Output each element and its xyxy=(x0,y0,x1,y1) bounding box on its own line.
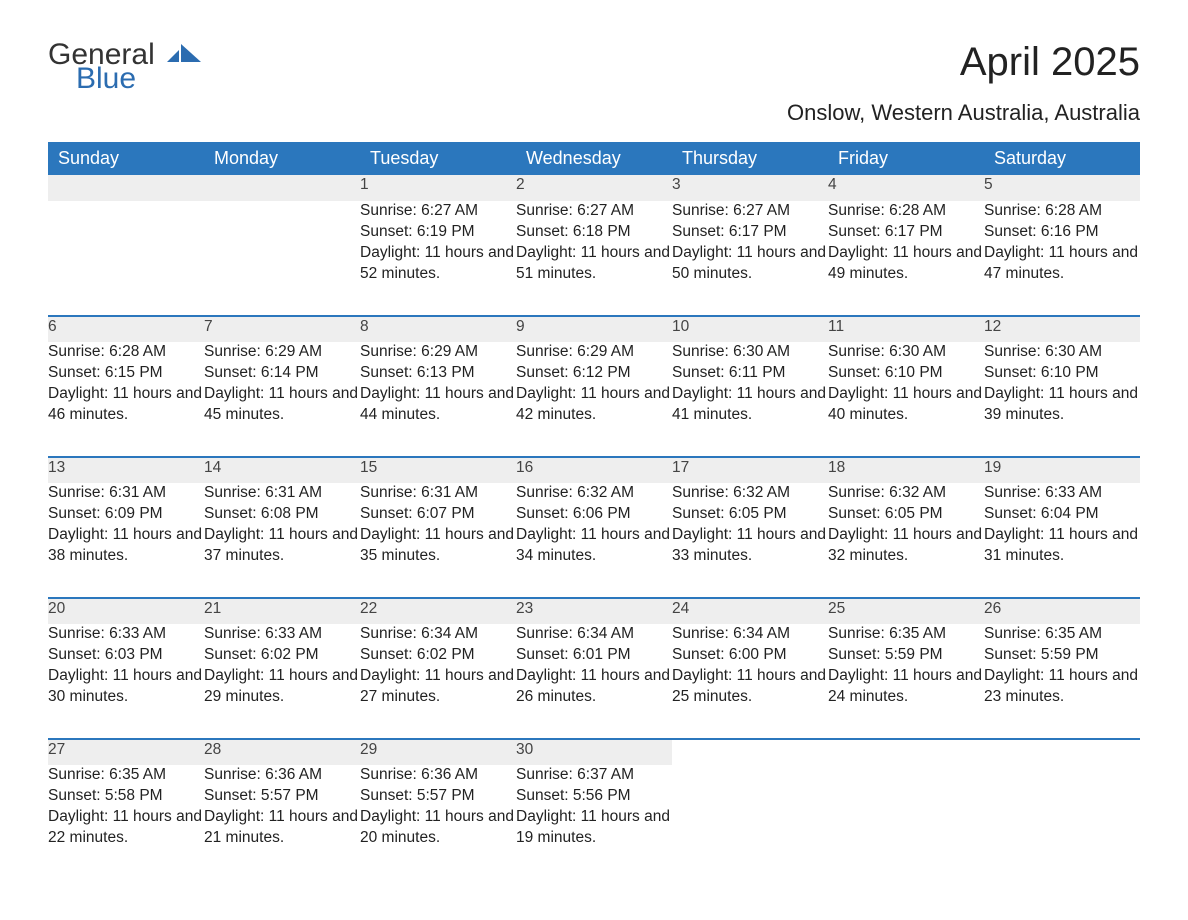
page-header: General Blue April 2025 xyxy=(48,40,1140,94)
day-detail-cell: Sunrise: 6:33 AMSunset: 6:02 PMDaylight:… xyxy=(204,624,360,739)
day-detail-cell xyxy=(672,765,828,880)
day-detail-cell: Sunrise: 6:30 AMSunset: 6:11 PMDaylight:… xyxy=(672,342,828,457)
day-number-row: 27282930 xyxy=(48,739,1140,765)
day-detail-cell: Sunrise: 6:31 AMSunset: 6:09 PMDaylight:… xyxy=(48,483,204,598)
day-number-cell: 4 xyxy=(828,175,984,201)
day-number-cell: 17 xyxy=(672,457,828,483)
day-number-cell: 6 xyxy=(48,316,204,342)
day-number-row: 6789101112 xyxy=(48,316,1140,342)
day-number-cell: 11 xyxy=(828,316,984,342)
day-detail-cell: Sunrise: 6:29 AMSunset: 6:13 PMDaylight:… xyxy=(360,342,516,457)
day-number-cell: 7 xyxy=(204,316,360,342)
day-number-cell: 23 xyxy=(516,598,672,624)
day-detail-cell xyxy=(204,201,360,316)
day-number-cell: 12 xyxy=(984,316,1140,342)
column-header: Sunday xyxy=(48,142,204,175)
day-detail-row: Sunrise: 6:33 AMSunset: 6:03 PMDaylight:… xyxy=(48,624,1140,739)
day-number-cell: 20 xyxy=(48,598,204,624)
day-detail-cell: Sunrise: 6:28 AMSunset: 6:17 PMDaylight:… xyxy=(828,201,984,316)
day-detail-cell: Sunrise: 6:35 AMSunset: 5:59 PMDaylight:… xyxy=(828,624,984,739)
day-detail-cell: Sunrise: 6:31 AMSunset: 6:08 PMDaylight:… xyxy=(204,483,360,598)
day-detail-row: Sunrise: 6:28 AMSunset: 6:15 PMDaylight:… xyxy=(48,342,1140,457)
day-detail-cell: Sunrise: 6:36 AMSunset: 5:57 PMDaylight:… xyxy=(204,765,360,880)
day-number-cell: 27 xyxy=(48,739,204,765)
location-subtitle: Onslow, Western Australia, Australia xyxy=(48,100,1140,126)
day-detail-cell: Sunrise: 6:30 AMSunset: 6:10 PMDaylight:… xyxy=(984,342,1140,457)
column-header: Friday xyxy=(828,142,984,175)
calendar-table: SundayMondayTuesdayWednesdayThursdayFrid… xyxy=(48,142,1140,880)
day-detail-cell: Sunrise: 6:27 AMSunset: 6:17 PMDaylight:… xyxy=(672,201,828,316)
day-detail-cell: Sunrise: 6:32 AMSunset: 6:05 PMDaylight:… xyxy=(828,483,984,598)
day-number-row: 12345 xyxy=(48,175,1140,201)
day-number-cell xyxy=(828,739,984,765)
day-detail-cell xyxy=(48,201,204,316)
day-number-cell: 10 xyxy=(672,316,828,342)
day-number-cell: 22 xyxy=(360,598,516,624)
day-number-cell: 25 xyxy=(828,598,984,624)
day-number-cell: 13 xyxy=(48,457,204,483)
day-detail-row: Sunrise: 6:27 AMSunset: 6:19 PMDaylight:… xyxy=(48,201,1140,316)
day-number-cell: 2 xyxy=(516,175,672,201)
day-detail-cell: Sunrise: 6:36 AMSunset: 5:57 PMDaylight:… xyxy=(360,765,516,880)
day-detail-cell: Sunrise: 6:37 AMSunset: 5:56 PMDaylight:… xyxy=(516,765,672,880)
day-detail-cell: Sunrise: 6:31 AMSunset: 6:07 PMDaylight:… xyxy=(360,483,516,598)
day-detail-cell: Sunrise: 6:34 AMSunset: 6:00 PMDaylight:… xyxy=(672,624,828,739)
day-detail-cell xyxy=(984,765,1140,880)
day-number-cell: 15 xyxy=(360,457,516,483)
page-title: April 2025 xyxy=(960,40,1140,85)
day-detail-cell: Sunrise: 6:33 AMSunset: 6:03 PMDaylight:… xyxy=(48,624,204,739)
day-detail-cell: Sunrise: 6:30 AMSunset: 6:10 PMDaylight:… xyxy=(828,342,984,457)
day-number-cell: 30 xyxy=(516,739,672,765)
column-header: Thursday xyxy=(672,142,828,175)
day-number-cell: 29 xyxy=(360,739,516,765)
day-number-cell: 5 xyxy=(984,175,1140,201)
day-detail-cell: Sunrise: 6:29 AMSunset: 6:14 PMDaylight:… xyxy=(204,342,360,457)
day-number-cell: 24 xyxy=(672,598,828,624)
day-detail-cell: Sunrise: 6:35 AMSunset: 5:59 PMDaylight:… xyxy=(984,624,1140,739)
column-header: Saturday xyxy=(984,142,1140,175)
day-detail-row: Sunrise: 6:35 AMSunset: 5:58 PMDaylight:… xyxy=(48,765,1140,880)
column-header: Monday xyxy=(204,142,360,175)
header-row: SundayMondayTuesdayWednesdayThursdayFrid… xyxy=(48,142,1140,175)
day-number-row: 13141516171819 xyxy=(48,457,1140,483)
day-detail-cell: Sunrise: 6:29 AMSunset: 6:12 PMDaylight:… xyxy=(516,342,672,457)
day-detail-row: Sunrise: 6:31 AMSunset: 6:09 PMDaylight:… xyxy=(48,483,1140,598)
column-header: Wednesday xyxy=(516,142,672,175)
brand-logo: General Blue xyxy=(48,40,201,94)
day-detail-cell: Sunrise: 6:27 AMSunset: 6:19 PMDaylight:… xyxy=(360,201,516,316)
day-detail-cell: Sunrise: 6:32 AMSunset: 6:06 PMDaylight:… xyxy=(516,483,672,598)
day-number-cell: 3 xyxy=(672,175,828,201)
day-detail-cell: Sunrise: 6:27 AMSunset: 6:18 PMDaylight:… xyxy=(516,201,672,316)
day-number-cell: 26 xyxy=(984,598,1140,624)
day-detail-cell: Sunrise: 6:28 AMSunset: 6:16 PMDaylight:… xyxy=(984,201,1140,316)
day-number-cell: 1 xyxy=(360,175,516,201)
day-detail-cell: Sunrise: 6:34 AMSunset: 6:02 PMDaylight:… xyxy=(360,624,516,739)
column-header: Tuesday xyxy=(360,142,516,175)
day-detail-cell: Sunrise: 6:28 AMSunset: 6:15 PMDaylight:… xyxy=(48,342,204,457)
day-number-cell xyxy=(48,175,204,201)
day-detail-cell: Sunrise: 6:33 AMSunset: 6:04 PMDaylight:… xyxy=(984,483,1140,598)
day-number-cell xyxy=(204,175,360,201)
day-detail-cell: Sunrise: 6:34 AMSunset: 6:01 PMDaylight:… xyxy=(516,624,672,739)
day-number-row: 20212223242526 xyxy=(48,598,1140,624)
day-detail-cell xyxy=(828,765,984,880)
day-number-cell: 18 xyxy=(828,457,984,483)
day-number-cell: 16 xyxy=(516,457,672,483)
day-number-cell xyxy=(984,739,1140,765)
brand-word-2: Blue xyxy=(76,64,201,94)
day-number-cell: 14 xyxy=(204,457,360,483)
day-number-cell: 9 xyxy=(516,316,672,342)
day-number-cell: 28 xyxy=(204,739,360,765)
day-detail-cell: Sunrise: 6:35 AMSunset: 5:58 PMDaylight:… xyxy=(48,765,204,880)
day-number-cell: 8 xyxy=(360,316,516,342)
day-number-cell: 19 xyxy=(984,457,1140,483)
day-number-cell xyxy=(672,739,828,765)
day-number-cell: 21 xyxy=(204,598,360,624)
day-detail-cell: Sunrise: 6:32 AMSunset: 6:05 PMDaylight:… xyxy=(672,483,828,598)
